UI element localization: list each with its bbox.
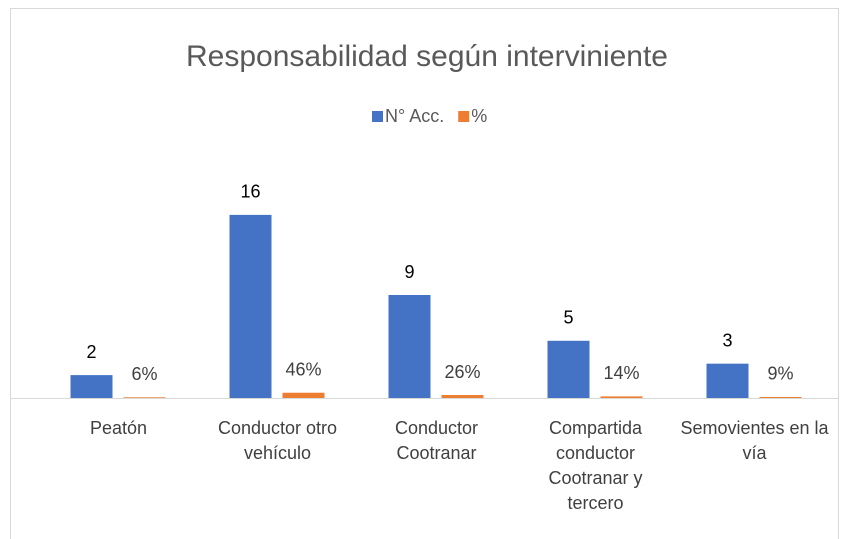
bar bbox=[282, 392, 325, 398]
value-label: 6% bbox=[131, 364, 157, 384]
bar bbox=[759, 396, 802, 398]
value-label: 16 bbox=[240, 182, 260, 202]
bar bbox=[388, 295, 431, 398]
legend-swatch bbox=[458, 111, 470, 122]
bar bbox=[123, 397, 166, 398]
bar bbox=[229, 214, 272, 398]
value-label: 14% bbox=[603, 363, 639, 383]
bar bbox=[600, 396, 643, 398]
x-tick-label: Semovientes en la vía bbox=[680, 418, 829, 463]
bar bbox=[70, 375, 113, 398]
chart-title: Responsabilidad según interviniente bbox=[186, 40, 668, 73]
bar bbox=[547, 340, 590, 398]
legend-label: N° Acc. bbox=[385, 106, 444, 126]
value-label: 26% bbox=[444, 362, 480, 382]
x-tick-label: Peatón bbox=[89, 418, 148, 438]
value-label: 9 bbox=[404, 262, 414, 282]
chart-border bbox=[10, 8, 839, 539]
value-label: 9% bbox=[767, 364, 793, 384]
x-tick-label: Compartida conductor Cootranar y tercero bbox=[548, 418, 643, 513]
value-label: 5 bbox=[563, 308, 573, 328]
legend-swatch bbox=[372, 111, 383, 122]
bar bbox=[441, 395, 484, 398]
value-label: 3 bbox=[722, 330, 732, 350]
x-tick-label: Conductor Cootranar bbox=[394, 418, 479, 463]
x-tick-label: Conductor otro vehículo bbox=[217, 418, 338, 463]
legend-label: % bbox=[471, 106, 487, 126]
value-label: 2 bbox=[86, 342, 96, 362]
bar bbox=[706, 363, 749, 398]
value-label: 46% bbox=[285, 359, 321, 379]
